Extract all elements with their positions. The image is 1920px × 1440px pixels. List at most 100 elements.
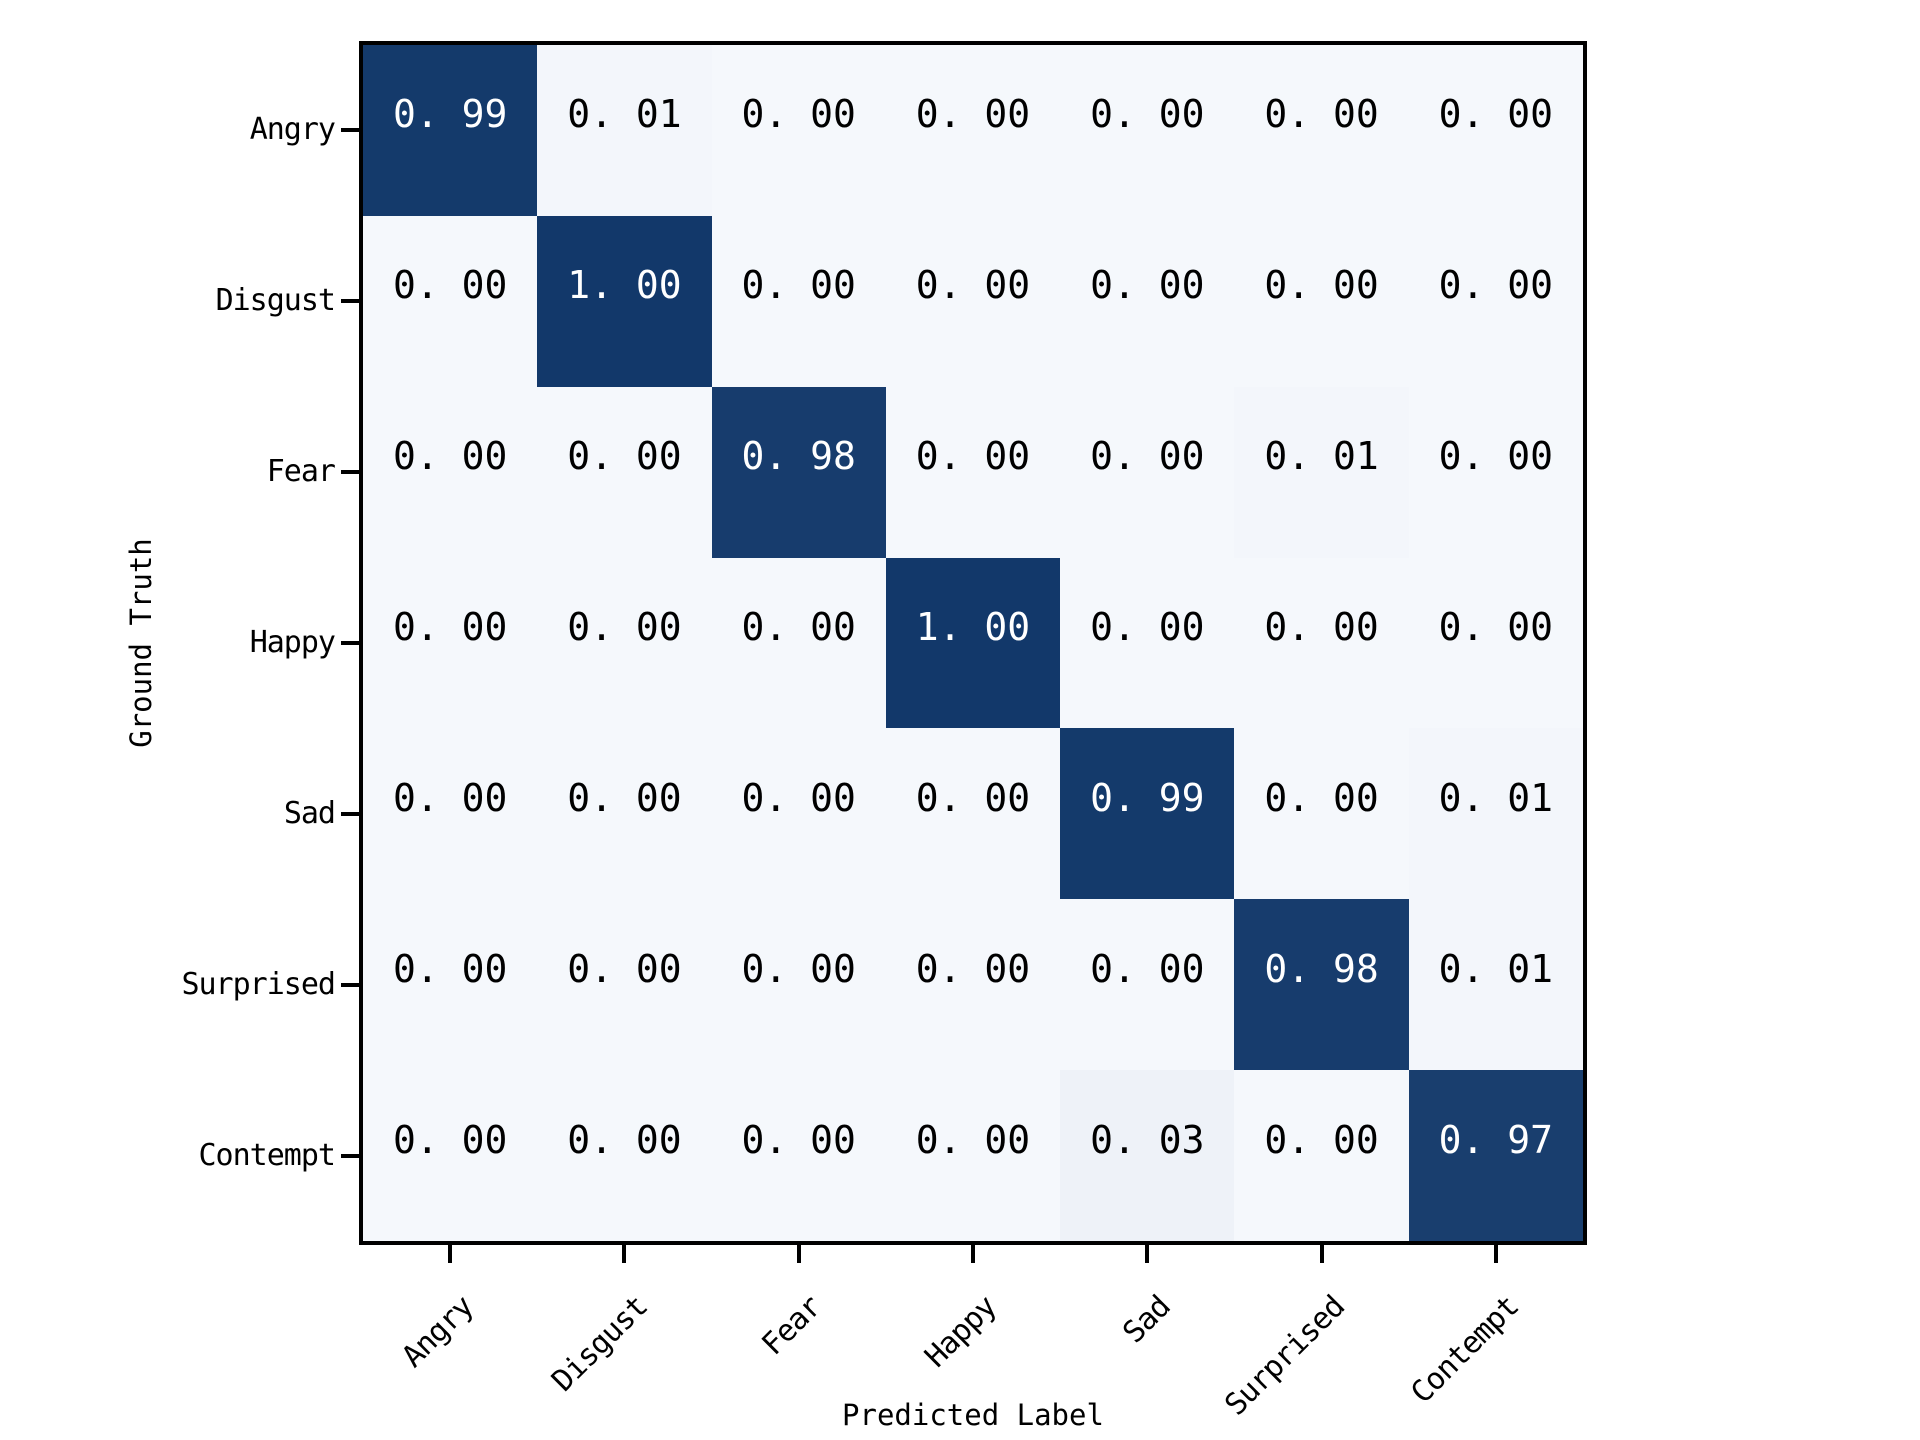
- cell-value: 0. 00: [915, 92, 1031, 137]
- heatmap-grid: 0. 99 0. 01 0. 00 0. 00 0. 00 0. 00 0. 00 0. 00…: [363, 45, 1583, 1241]
- cell-value: 0. 01: [1438, 775, 1554, 820]
- x-tick-label-Happy: Happy: [917, 1289, 1004, 1375]
- x-tick-label-Contempt: Contempt: [1404, 1289, 1526, 1411]
- cell-value: 0. 00: [567, 434, 682, 479]
- x-tick-mark: [622, 1245, 627, 1263]
- y-tick-mark: [341, 641, 359, 645]
- matrix-cell-Disgust-Happy: 0. 00: [885, 215, 1061, 387]
- x-tick-mark: [1493, 1245, 1498, 1263]
- matrix-cell-Fear-Surprised: 0. 01: [1234, 386, 1409, 558]
- cell-value: 0. 00: [915, 1117, 1031, 1162]
- x-tick-label-Sad: Sad: [1116, 1289, 1178, 1351]
- matrix-cell-Fear-Contempt: 0. 00: [1408, 386, 1583, 558]
- y-tick-label-Happy: Happy: [249, 625, 336, 660]
- cell-value: 0. 00: [392, 434, 508, 479]
- y-tick-mark: [341, 1153, 359, 1158]
- matrix-cell-Contempt-Fear: 0. 00: [711, 1070, 886, 1241]
- matrix-cell-Sad-Contempt: 0. 01: [1408, 728, 1583, 900]
- matrix-cell-Fear-Angry: 0. 00: [363, 386, 538, 558]
- matrix-cell-Contempt-Happy: 0. 00: [885, 1070, 1061, 1241]
- matrix-cell-Happy-Sad: 0. 00: [1060, 557, 1235, 729]
- matrix-cell-Angry-Happy: 0. 00: [885, 45, 1061, 216]
- cell-value: 0. 97: [1438, 1117, 1554, 1162]
- cell-value: 1. 00: [567, 263, 682, 308]
- x-tick-mark: [1145, 1245, 1150, 1263]
- matrix-cell-Happy-Happy: 1. 00: [885, 557, 1061, 729]
- cell-value: 0. 00: [1090, 946, 1205, 991]
- x-tick-label-Fear: Fear: [755, 1289, 829, 1363]
- matrix-cell-Disgust-Fear: 0. 00: [711, 215, 886, 387]
- matrix-cell-Disgust-Surprised: 0. 00: [1234, 215, 1409, 387]
- matrix-cell-Angry-Fear: 0. 00: [711, 45, 886, 216]
- matrix-cell-Disgust-Contempt: 0. 00: [1408, 215, 1583, 387]
- cell-value: 0. 00: [392, 1117, 508, 1162]
- cell-value: 0. 00: [1264, 92, 1379, 137]
- cell-value: 0. 98: [741, 434, 856, 479]
- matrix-cell-Happy-Surprised: 0. 00: [1234, 557, 1409, 729]
- cell-value: 0. 00: [741, 775, 856, 820]
- y-tick-label-Contempt: Contempt: [198, 1137, 336, 1173]
- matrix-cell-Disgust-Angry: 0. 00: [363, 215, 538, 387]
- matrix-cell-Fear-Fear: 0. 98: [711, 386, 886, 558]
- matrix-cell-Sad-Fear: 0. 00: [711, 728, 886, 900]
- matrix-cell-Contempt-Disgust: 0. 00: [537, 1070, 712, 1241]
- cell-value: 0. 00: [915, 434, 1031, 479]
- cell-value: 0. 00: [1090, 604, 1205, 649]
- cell-value: 0. 00: [1264, 263, 1379, 308]
- matrix-cell-Surprised-Happy: 0. 00: [885, 899, 1061, 1071]
- matrix-cell-Sad-Angry: 0. 00: [363, 728, 538, 900]
- x-tick-label-Angry: Angry: [395, 1289, 481, 1375]
- matrix-cell-Contempt-Angry: 0. 00: [363, 1070, 538, 1241]
- cell-value: 0. 01: [1438, 946, 1554, 991]
- y-tick-label-Sad: Sad: [283, 795, 336, 831]
- matrix-cell-Happy-Disgust: 0. 00: [537, 557, 712, 729]
- y-tick-label-Surprised: Surprised: [181, 966, 336, 1002]
- x-tick-mark: [971, 1245, 975, 1263]
- cell-value: 0. 00: [567, 1117, 682, 1162]
- cell-value: 0. 03: [1090, 1117, 1205, 1162]
- matrix-cell-Disgust-Disgust: 1. 00: [537, 215, 712, 387]
- matrix-cell-Happy-Angry: 0. 00: [363, 557, 538, 729]
- cell-value: 0. 00: [915, 263, 1031, 308]
- matrix-cell-Surprised-Surprised: 0. 98: [1234, 899, 1409, 1071]
- matrix-cell-Happy-Contempt: 0. 00: [1408, 557, 1583, 729]
- cell-value: 0. 00: [1090, 263, 1205, 308]
- y-tick-mark: [341, 128, 359, 133]
- matrix-cell-Angry-Surprised: 0. 00: [1234, 45, 1409, 216]
- cell-value: 0. 00: [392, 946, 508, 991]
- matrix-cell-Sad-Disgust: 0. 00: [537, 728, 712, 900]
- matrix-cell-Sad-Happy: 0. 00: [885, 728, 1061, 900]
- cell-value: 0. 01: [1264, 434, 1379, 479]
- cell-value: 0. 00: [1264, 775, 1379, 820]
- cell-value: 0. 00: [392, 775, 508, 820]
- matrix-cell-Disgust-Sad: 0. 00: [1060, 215, 1235, 387]
- matrix-cell-Angry-Angry: 0. 99: [363, 45, 538, 216]
- matrix-cell-Contempt-Sad: 0. 03: [1060, 1070, 1235, 1241]
- matrix-cell-Surprised-Sad: 0. 00: [1060, 899, 1235, 1071]
- cell-value: 0. 00: [741, 604, 856, 649]
- matrix-cell-Contempt-Surprised: 0. 00: [1234, 1070, 1409, 1241]
- cell-value: 0. 00: [1264, 1117, 1379, 1162]
- cell-value: 0. 99: [1090, 775, 1205, 820]
- y-axis-title: Ground Truth: [124, 538, 158, 748]
- cell-value: 0. 00: [1438, 604, 1554, 649]
- x-tick-label-Disgust: Disgust: [545, 1289, 655, 1399]
- matrix-cell-Sad-Sad: 0. 99: [1060, 728, 1235, 900]
- matrix-cell-Angry-Contempt: 0. 00: [1408, 45, 1583, 216]
- cell-value: 0. 00: [915, 775, 1031, 820]
- plot-area: 0. 99 0. 01 0. 00 0. 00 0. 00 0. 00 0. 00 0. 00…: [359, 41, 1587, 1245]
- x-tick-mark: [796, 1245, 801, 1263]
- cell-value: 0. 00: [1090, 92, 1205, 137]
- cell-value: 0. 00: [741, 92, 856, 137]
- cell-value: 0. 00: [392, 604, 508, 649]
- x-axis-title: Predicted Label: [842, 1398, 1104, 1432]
- x-tick-mark: [1319, 1245, 1324, 1263]
- cell-value: 0. 00: [567, 775, 682, 820]
- y-tick-label-Disgust: Disgust: [215, 283, 336, 319]
- cell-value: 0. 00: [567, 946, 682, 991]
- cell-value: 0. 00: [1438, 263, 1554, 308]
- y-tick-label-Fear: Fear: [266, 454, 336, 490]
- matrix-cell-Contempt-Contempt: 0. 97: [1408, 1070, 1583, 1241]
- matrix-cell-Surprised-Disgust: 0. 00: [537, 899, 712, 1071]
